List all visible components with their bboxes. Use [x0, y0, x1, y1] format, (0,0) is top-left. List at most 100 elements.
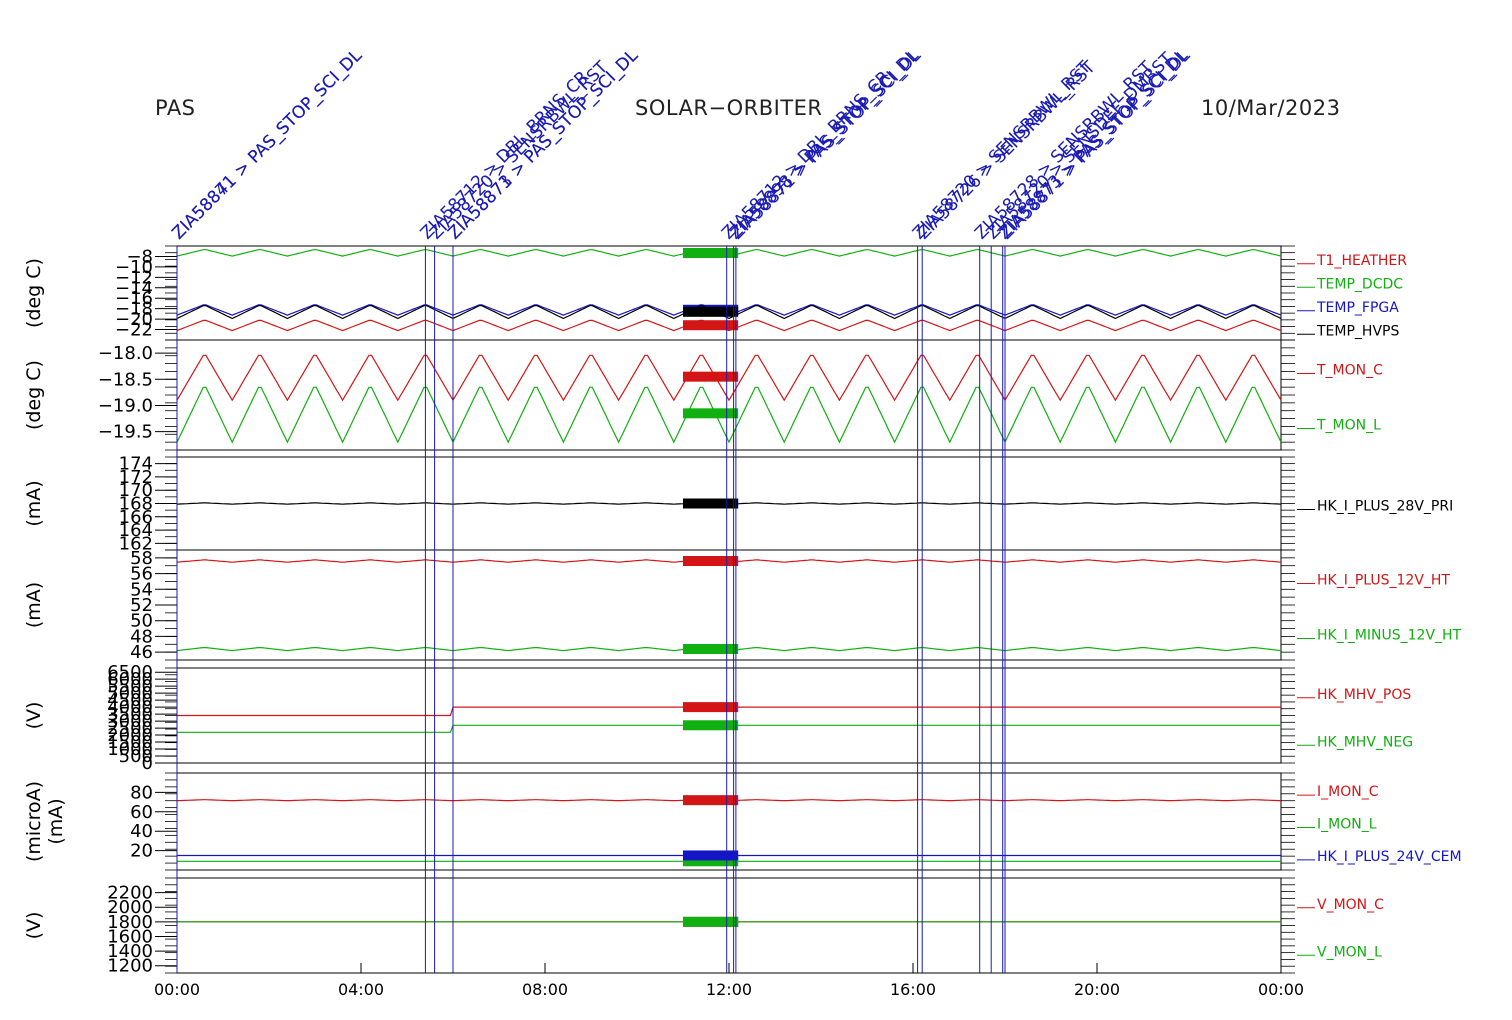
y-axis-label-2: (mA): [45, 798, 67, 844]
header-center: SOLAR−ORBITER: [635, 96, 823, 120]
y-tick-label: 170: [119, 480, 153, 501]
y-tick-label: −18: [115, 299, 153, 320]
panel-2: −19.5 −19.0 −18.5 −18.0 (deg C) T_MON_C T_MON_…: [23, 339, 1383, 451]
y-tick-label: 58: [130, 548, 153, 569]
y-tick-label: −14: [115, 278, 153, 299]
y-axis-label: (deg C): [23, 360, 45, 430]
y-tick-label: 5000: [107, 683, 153, 704]
y-tick-label: 164: [119, 520, 153, 541]
y-axis-label: (mA): [23, 582, 45, 628]
y-tick-label: 1200: [107, 956, 153, 977]
y-axis-label: (V): [23, 702, 45, 730]
y-tick-label: 2000: [107, 897, 153, 918]
x-tick-label: 00:00: [154, 980, 200, 999]
series-burst-t_mon_l: [683, 408, 739, 419]
y-tick-label: 174: [119, 454, 153, 475]
y-tick-label: 1500: [107, 732, 153, 753]
legend-label: V_MON_L: [1317, 944, 1382, 960]
series-burst-t_mon_c: [683, 371, 739, 382]
y-tick-label: 4000: [107, 697, 153, 718]
panel-5: 0500100015002000250030003500400045005000…: [23, 662, 1413, 774]
y-tick-label: 52: [130, 595, 153, 616]
y-tick-label: −22: [115, 320, 153, 341]
y-tick-label: 172: [119, 467, 153, 488]
y-axis-label: (microA): [23, 781, 45, 862]
y-tick-label: 40: [130, 821, 153, 842]
command-marker-label: ZIA58841 > PAS_STOP_SCI_DL: [168, 45, 366, 243]
series-burst-temp_hvps: [683, 306, 739, 317]
series-burst-v_mon_l: [683, 916, 739, 927]
legend-label: HK_I_PLUS_28V_PRI: [1317, 499, 1453, 515]
y-tick-label: 2000: [107, 725, 153, 746]
y-tick-label: 1400: [107, 941, 153, 962]
series-burst-hk_i_minus_12v_ht: [683, 644, 739, 654]
y-tick-label: 1600: [107, 926, 153, 947]
y-tick-label: 1800: [107, 912, 153, 933]
header-right: 10/Mar/2023: [1201, 96, 1341, 120]
y-tick-label: 3500: [107, 704, 153, 725]
legend-label: HK_MHV_POS: [1317, 687, 1411, 703]
legend-label: I_MON_C: [1317, 784, 1379, 800]
y-tick-label: 50: [130, 611, 153, 632]
legend-label: TEMP_HVPS: [1316, 323, 1399, 339]
series-line-t_mon_c: [176, 354, 1282, 402]
y-tick-label: 1000: [107, 739, 153, 760]
x-tick-label: 00:00: [1258, 980, 1304, 999]
legend-label: I_MON_L: [1317, 817, 1377, 833]
x-tick-label: 08:00: [522, 980, 568, 999]
x-tick-label: 12:00: [706, 980, 752, 999]
legend-label: HK_I_PLUS_24V_CEM: [1317, 849, 1462, 865]
panel-1: −22−20−18−16−14−12−10−8 (deg C) T1_HEATHER…: [23, 245, 1407, 341]
x-tick-label: 20:00: [1074, 980, 1120, 999]
y-tick-label: −12: [115, 267, 153, 288]
y-tick-label: 48: [130, 626, 153, 647]
y-tick-label: −19.0: [98, 395, 153, 416]
y-tick-label: 6000: [107, 669, 153, 690]
y-tick-label: 4500: [107, 690, 153, 711]
y-tick-label: 3000: [107, 711, 153, 732]
y-tick-label: −19.5: [98, 422, 153, 443]
y-axis-label: (mA): [23, 480, 45, 526]
legend-label: TEMP_FPGA: [1316, 300, 1399, 316]
y-axis-label: (V): [23, 912, 45, 940]
y-tick-label: −8: [126, 246, 153, 267]
legend-label: HK_MHV_NEG: [1317, 734, 1413, 750]
y-tick-label: 6500: [107, 662, 153, 683]
series-burst-hk_i_plus_28v_pri: [683, 498, 739, 509]
y-tick-label: −18.0: [98, 343, 153, 364]
y-tick-label: 60: [130, 802, 153, 823]
y-tick-label: 168: [119, 494, 153, 515]
command-marker-label: ZIA58720 > SENSRBWL_RST: [426, 57, 612, 243]
y-tick-label: 80: [130, 782, 153, 803]
y-axis-label: (deg C): [23, 258, 45, 328]
series-burst-hk_i_plus_12v_ht: [683, 556, 739, 566]
panel-frame: [176, 549, 1282, 661]
y-tick-label: −10: [115, 257, 153, 278]
command-marker-label: ZIA58873 > PAS_STOP_SCI_DL: [444, 45, 642, 243]
command-marker-label: ZIA58871 > PAS_STOP_SCI_DL: [727, 45, 925, 243]
series-burst-hk_mhv_pos: [683, 702, 739, 713]
legend-label: V_MON_C: [1317, 897, 1384, 913]
y-tick-label: 2200: [107, 883, 153, 904]
legend-label: T_MON_C: [1316, 363, 1383, 379]
y-tick-label: 2500: [107, 718, 153, 739]
legend-label: TEMP_DCDC: [1316, 276, 1403, 292]
y-tick-label: 46: [130, 642, 153, 663]
legend-label: T1_HEATHER: [1316, 253, 1407, 269]
legend-label: T_MON_L: [1316, 418, 1381, 434]
y-tick-label: 20: [130, 841, 153, 862]
series-burst-t1_heather: [683, 320, 739, 331]
x-tick-label: 04:00: [338, 980, 384, 999]
panel-frame: [176, 339, 1282, 451]
y-tick-label: −16: [115, 288, 153, 309]
y-tick-label: 166: [119, 507, 153, 528]
series-burst-hk_mhv_neg: [683, 720, 739, 731]
series-burst-temp_dcdc: [683, 248, 739, 258]
series-burst-i_mon_c: [683, 795, 739, 806]
y-tick-label: 0: [142, 753, 153, 774]
